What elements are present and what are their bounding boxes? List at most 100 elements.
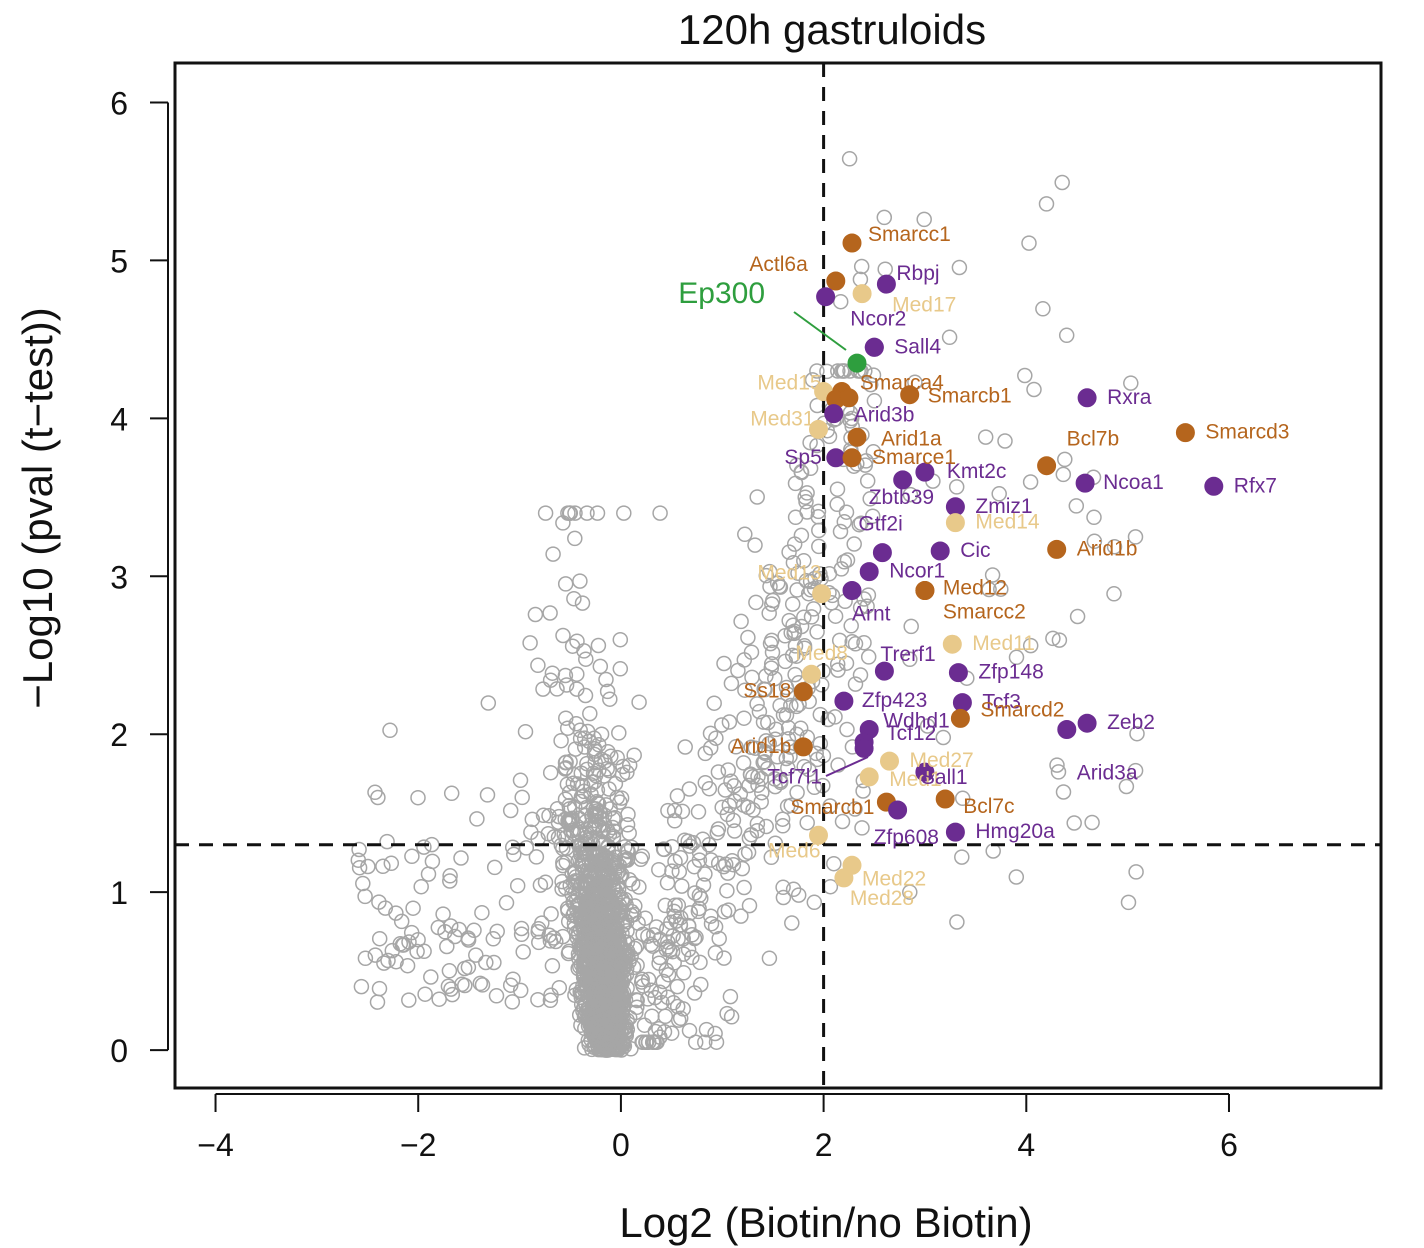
background-point [716, 950, 732, 966]
background-point [723, 1009, 740, 1025]
background-point [784, 596, 801, 612]
background-point [991, 486, 1007, 502]
background-point [941, 329, 958, 346]
background-point [447, 928, 463, 945]
background-point [1022, 474, 1039, 490]
background-point [488, 988, 505, 1004]
y-tick-label: 1 [110, 875, 128, 911]
background-point [902, 651, 918, 668]
protein-label-smarcb1: Smarcb1 [928, 385, 1012, 408]
background-point [570, 873, 587, 890]
background-point [707, 1025, 723, 1042]
background-point [530, 657, 546, 674]
background-point [784, 915, 800, 931]
background-point [854, 820, 870, 836]
protein-label-med11: Med11 [972, 632, 1035, 655]
background-point [839, 721, 855, 738]
protein-label-zfp608: Zfp608 [874, 826, 939, 849]
protein-label-ep300: Ep300 [678, 277, 765, 310]
background-point [737, 682, 753, 698]
protein-point-med6 [809, 825, 828, 845]
background-point [832, 523, 849, 540]
protein-point-smarcb1 [900, 385, 920, 405]
background-point [558, 710, 574, 726]
background-point [977, 429, 994, 445]
background-point [692, 954, 708, 971]
background-point [767, 670, 783, 687]
background-point [745, 769, 761, 785]
protein-point-arid1b [793, 737, 813, 757]
background-point [789, 582, 805, 598]
protein-label-zeb2: Zeb2 [1107, 711, 1155, 734]
background-point [865, 444, 882, 460]
x-tick-label: −2 [400, 1127, 436, 1163]
background-point [616, 852, 632, 869]
background-point [690, 804, 707, 820]
background-point [486, 859, 503, 876]
background-point [843, 618, 859, 634]
background-point [474, 977, 491, 993]
background-point [401, 992, 417, 1008]
background-point [613, 790, 630, 806]
threshold-lines [175, 63, 1381, 1088]
background-point [619, 842, 635, 859]
background-point [585, 847, 601, 863]
background-point [581, 933, 598, 949]
background-point [743, 739, 760, 756]
background-point [697, 1034, 713, 1050]
y-axis: 0 1 2 3 4 5 6 [110, 85, 169, 1069]
background-point [753, 794, 769, 810]
background-point [669, 978, 686, 995]
protein-point-sall4 [864, 337, 884, 357]
background-point [542, 933, 559, 949]
background-proteins [350, 151, 1145, 1058]
background-point [710, 764, 727, 780]
background-point [800, 761, 817, 778]
background-point [474, 904, 490, 921]
background-point [1120, 894, 1137, 911]
background-point [725, 856, 742, 873]
y-tick-label: 0 [110, 1033, 128, 1069]
background-point [597, 753, 613, 770]
background-point [469, 811, 485, 827]
background-point [733, 613, 749, 630]
background-point [695, 877, 712, 893]
background-point [513, 920, 530, 937]
protein-point-tcf3 [952, 693, 972, 713]
background-point [764, 644, 781, 661]
background-point [579, 944, 595, 961]
tcf7l1-pointer-line [825, 756, 869, 777]
background-point [670, 1012, 687, 1028]
background-point [667, 897, 683, 913]
x-tick-label: 4 [1017, 1127, 1035, 1163]
background-point [749, 489, 765, 505]
x-tick-label: 2 [815, 1127, 833, 1163]
background-point [468, 947, 484, 963]
background-point [719, 882, 735, 899]
background-point [803, 609, 820, 625]
background-point [610, 932, 627, 949]
background-point [591, 818, 607, 834]
background-point [375, 858, 391, 875]
background-point [655, 841, 672, 857]
background-point [572, 573, 588, 589]
protein-label-tcf7l1: Tcf7l1 [767, 765, 822, 788]
protein-label-zmiz1: Zmiz1 [975, 495, 1032, 518]
background-point [782, 748, 798, 765]
protein-point-rfx7 [1204, 476, 1224, 496]
protein-label-med1: Med1 [889, 768, 942, 791]
background-point [767, 835, 784, 851]
background-point [1038, 196, 1055, 212]
background-point [598, 797, 614, 813]
background-point [486, 954, 502, 971]
background-point [802, 434, 818, 451]
background-point [543, 906, 559, 922]
background-point [623, 949, 639, 965]
background-point [812, 706, 829, 723]
background-point [876, 209, 893, 226]
background-point [733, 908, 749, 924]
background-point [619, 817, 636, 833]
protein-point-arid1b [1047, 539, 1067, 559]
protein-label-med12: Med12 [943, 577, 1007, 600]
